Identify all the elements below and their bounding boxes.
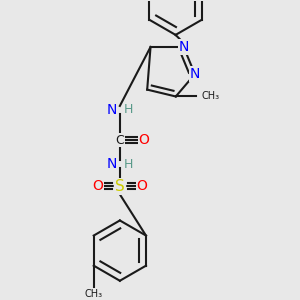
- Text: C: C: [116, 134, 124, 147]
- Text: O: O: [92, 179, 103, 193]
- Text: N: N: [106, 103, 117, 117]
- Text: N: N: [106, 157, 117, 171]
- Text: S: S: [115, 179, 125, 194]
- Text: O: O: [136, 179, 147, 193]
- Text: O: O: [139, 133, 149, 147]
- Text: H: H: [124, 103, 133, 116]
- Text: N: N: [190, 67, 200, 81]
- Text: H: H: [124, 158, 133, 171]
- Text: CH₃: CH₃: [202, 92, 220, 101]
- Text: CH₃: CH₃: [85, 289, 103, 299]
- Text: N: N: [178, 40, 189, 54]
